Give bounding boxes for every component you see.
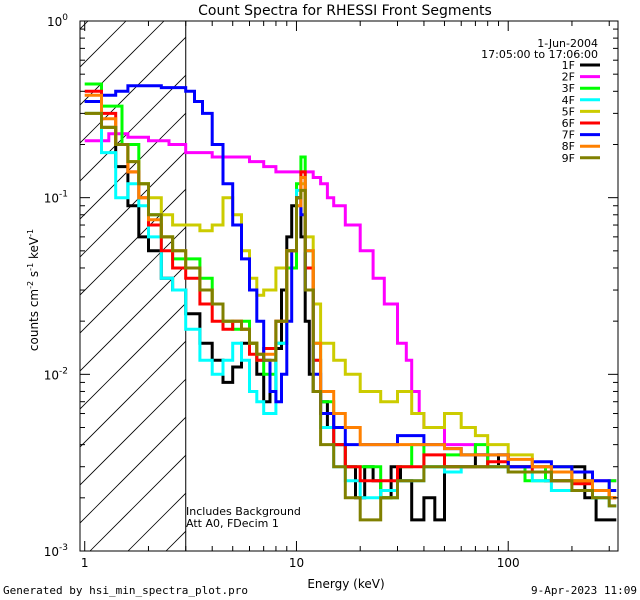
x-axis: 1 10 100: [81, 21, 610, 570]
legend-label-8F: 8F: [562, 140, 575, 153]
series-group: [84, 82, 617, 522]
y-tick-exp: -2: [59, 366, 68, 376]
series-line-5F: [84, 111, 617, 500]
x-tick-label: 100: [497, 556, 520, 570]
legend-label-6F: 6F: [562, 117, 575, 130]
hatch-stripe: [89, 454, 186, 551]
legend-label-4F: 4F: [562, 94, 575, 107]
y-label-exp-cm: -2: [26, 281, 35, 289]
legend-label-2F: 2F: [562, 71, 575, 84]
footer-generator: Generated by hsi_min_spectra_plot.pro: [3, 584, 249, 597]
y-label-main: counts cm: [27, 289, 41, 351]
hatch-stripe: [80, 378, 186, 486]
y-label-exp-s: -1: [26, 263, 35, 271]
hatch-stripe: [80, 188, 186, 296]
x-tick-label: 1: [81, 556, 89, 570]
y-tick-label: 10-3: [44, 543, 68, 559]
legend-label-9F: 9F: [562, 152, 575, 165]
annotation-background: Includes Background: [186, 505, 301, 518]
hatch-stripe: [80, 416, 186, 524]
legend-time-range: 17:05:00 to 17:06:00: [481, 48, 598, 61]
y-label-s: s: [27, 271, 41, 281]
hatch-stripe: [80, 36, 186, 144]
y-tick-exp: -3: [59, 543, 68, 553]
y-tick-exp: 0: [62, 13, 68, 23]
y-label-exp-kev: -1: [26, 229, 35, 237]
legend-label-5F: 5F: [562, 105, 575, 118]
x-tick-label: 10: [289, 556, 304, 570]
legend-label-3F: 3F: [562, 82, 575, 95]
legend-date: 1-Jun-2004: [537, 37, 598, 50]
y-tick-base: 10: [44, 192, 59, 206]
y-tick-base: 10: [47, 15, 62, 29]
legend-label-7F: 7F: [562, 129, 575, 142]
y-tick-exp: -1: [59, 190, 68, 200]
x-axis-label: Energy (keV): [307, 577, 384, 591]
y-tick-label: 100: [47, 13, 68, 29]
annotation-attenuator: Att A0, FDecim 1: [186, 517, 279, 530]
footer-timestamp: 9-Apr-2023 11:09: [531, 584, 637, 597]
chart-title: Count Spectra for RHESSI Front Segments: [198, 3, 492, 19]
hatch-stripe: [80, 226, 186, 334]
y-label-kev: keV: [27, 236, 41, 263]
hatch-stripe: [80, 264, 186, 372]
hatch-stripe: [80, 74, 186, 182]
y-tick-label: 10-1: [44, 190, 68, 206]
legend-label-1F: 1F: [562, 59, 575, 72]
plot-frame: [79, 20, 619, 552]
attenuator-hatch-region: [80, 21, 186, 551]
y-tick-base: 10: [44, 545, 59, 559]
y-tick-label: 10-2: [44, 366, 68, 382]
y-axis-label: counts cm-2 s-1 keV-1: [26, 229, 41, 351]
y-tick-base: 10: [44, 368, 59, 382]
series-line-9F: [84, 111, 617, 522]
